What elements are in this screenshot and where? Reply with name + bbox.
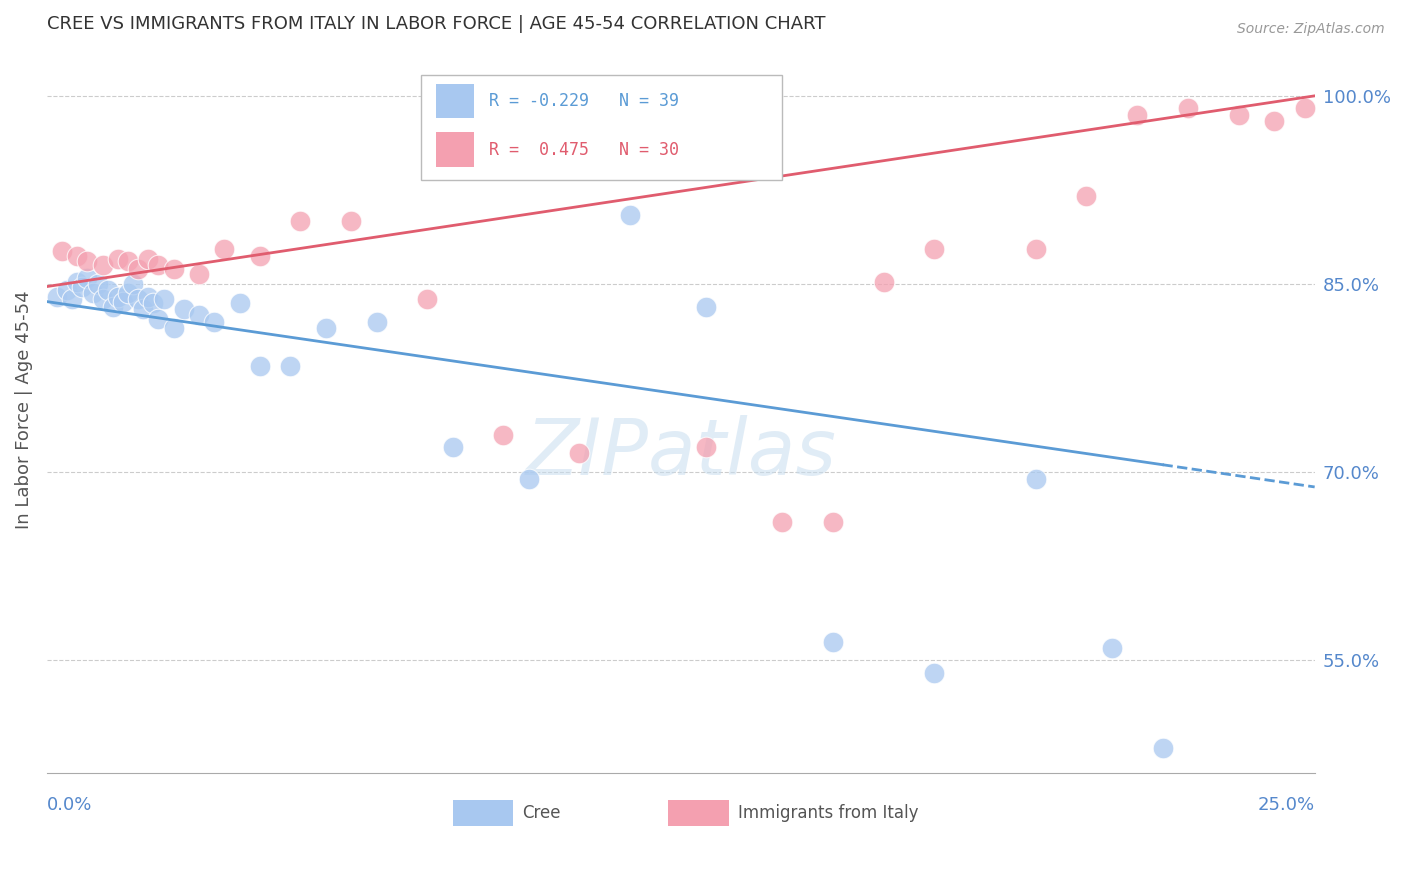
Point (441, 440, 464, 454)
Point (278, 359, 301, 373)
Point (1025, 242, 1047, 256)
Text: 25.0%: 25.0% (1257, 796, 1315, 814)
Point (111, 294, 134, 309)
Point (366, 315, 388, 329)
Point (924, 665, 946, 680)
Point (315, 321, 337, 335)
Point (117, 285, 139, 300)
Point (76, 270, 98, 285)
Point (619, 208, 641, 222)
FancyBboxPatch shape (436, 132, 474, 167)
Point (56, 283, 79, 297)
Point (821, 516, 844, 530)
Text: Source: ZipAtlas.com: Source: ZipAtlas.com (1237, 22, 1385, 37)
Point (72, 279, 94, 293)
Point (107, 252, 129, 266)
Point (249, 359, 271, 373)
Point (1294, 102, 1316, 116)
Point (695, 300, 717, 314)
FancyBboxPatch shape (420, 75, 782, 180)
Point (136, 252, 159, 266)
Y-axis label: In Labor Force | Age 45-54: In Labor Force | Age 45-54 (15, 290, 32, 529)
Point (1177, 102, 1199, 116)
Text: Cree: Cree (522, 805, 561, 822)
Text: CREE VS IMMIGRANTS FROM ITALY IN LABOR FORCE | AGE 45-54 CORRELATION CHART: CREE VS IMMIGRANTS FROM ITALY IN LABOR F… (46, 15, 825, 33)
Point (1126, 108, 1149, 122)
Point (568, 446, 591, 460)
Point (188, 309, 211, 323)
FancyBboxPatch shape (453, 800, 513, 827)
Point (821, 634, 844, 648)
FancyBboxPatch shape (436, 84, 474, 119)
Point (66, 275, 89, 289)
Point (82, 285, 104, 300)
Point (142, 296, 165, 310)
Point (66, 249, 89, 263)
Point (132, 302, 155, 317)
Text: Immigrants from Italy: Immigrants from Italy (738, 805, 918, 822)
Point (76, 254, 98, 268)
Point (249, 249, 271, 263)
Text: ZIPatlas: ZIPatlas (526, 415, 837, 491)
Point (91, 258, 114, 272)
Point (517, 471, 540, 485)
Point (202, 315, 225, 329)
Text: R = -0.229   N = 39: R = -0.229 N = 39 (489, 92, 679, 110)
Point (924, 242, 946, 256)
Point (872, 275, 894, 289)
Text: R =  0.475   N = 30: R = 0.475 N = 30 (489, 141, 679, 159)
Point (148, 258, 170, 272)
Point (107, 289, 129, 303)
Point (416, 292, 439, 306)
Point (127, 262, 149, 277)
Point (695, 440, 717, 454)
Point (136, 289, 159, 303)
Point (122, 277, 145, 291)
Point (228, 296, 250, 310)
Point (97, 283, 120, 297)
Point (86, 277, 108, 291)
Point (60, 292, 83, 306)
Point (1263, 114, 1285, 128)
Point (770, 516, 793, 530)
Text: 0.0%: 0.0% (46, 796, 93, 814)
Point (1227, 108, 1250, 122)
Point (127, 292, 149, 306)
Point (163, 321, 186, 335)
Point (173, 302, 195, 317)
Point (188, 267, 211, 281)
Point (51, 244, 73, 259)
Point (214, 242, 236, 256)
Point (1152, 741, 1174, 756)
Point (46, 289, 69, 303)
Point (117, 254, 139, 268)
Point (101, 300, 124, 314)
Point (290, 214, 312, 228)
Point (1101, 640, 1123, 655)
Point (1076, 189, 1098, 203)
Point (492, 427, 515, 442)
Point (340, 214, 363, 228)
Point (163, 262, 186, 277)
Point (148, 312, 170, 326)
Point (1025, 471, 1047, 485)
Point (152, 292, 174, 306)
Point (91, 292, 114, 306)
FancyBboxPatch shape (668, 800, 728, 827)
